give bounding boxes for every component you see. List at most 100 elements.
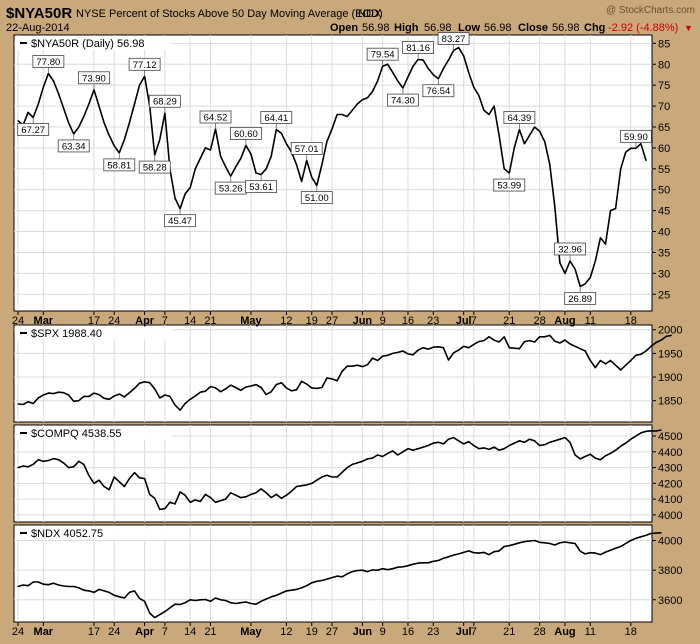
data-point (32, 463, 34, 466)
data-point (351, 463, 353, 466)
data-point (609, 452, 612, 454)
data-point (265, 393, 267, 396)
exchange-label: INDX (355, 8, 382, 20)
data-point (78, 400, 80, 402)
data-point (22, 403, 24, 406)
data-point (599, 237, 602, 239)
data-point (260, 386, 262, 389)
data-point (250, 385, 252, 387)
data-point (574, 454, 576, 456)
data-point (564, 541, 566, 543)
data-point (584, 283, 586, 285)
high-label: High (394, 22, 419, 34)
value-callout: 59.90 (619, 129, 652, 149)
x-tick-label: 21 (503, 626, 515, 638)
data-point (437, 441, 439, 443)
data-point (169, 607, 171, 609)
data-point (458, 553, 460, 555)
value-callout: 45.47 (164, 208, 196, 227)
data-point (123, 485, 125, 488)
data-point (159, 613, 161, 616)
data-point (209, 385, 212, 388)
data-point (351, 365, 353, 367)
y-tick-label: 70 (658, 101, 670, 113)
data-point (103, 590, 105, 592)
callout-label: 67.27 (21, 125, 45, 136)
data-point (518, 348, 520, 350)
data-point (640, 432, 642, 434)
callout-box (230, 127, 262, 140)
x-tick-label: Jul (456, 315, 472, 327)
y-tick-label: 40 (658, 227, 670, 239)
data-point (179, 409, 181, 411)
data-point (387, 452, 389, 454)
data-point (336, 380, 338, 382)
data-point (280, 132, 282, 134)
data-point (564, 272, 566, 274)
data-point (442, 557, 445, 559)
data-point (508, 545, 510, 547)
data-point (250, 602, 252, 605)
x-tick-label: Aug (554, 315, 575, 327)
data-point (493, 551, 495, 553)
data-point (52, 457, 55, 460)
series-line-compq (17, 429, 662, 511)
data-point (382, 568, 384, 570)
value-callout: 64.52 (199, 110, 232, 130)
y-tick-label: 3800 (658, 565, 682, 577)
data-point (387, 354, 389, 356)
data-point (615, 449, 617, 451)
callout-label: 77.80 (36, 57, 60, 68)
data-point (473, 86, 475, 88)
panel-compq: 4000 4100 4200 4300 4400 4500 $COMPQ 4538.55 (13, 424, 682, 523)
data-point (544, 444, 546, 446)
data-point (620, 445, 622, 447)
data-point (174, 503, 176, 505)
data-point (422, 562, 424, 564)
data-point (346, 466, 348, 469)
callout-label: 81.16 (406, 43, 430, 54)
callout-box (148, 94, 181, 108)
data-point (442, 67, 445, 70)
data-point (473, 444, 475, 447)
low-label: Low (458, 22, 480, 34)
data-point (407, 565, 409, 567)
data-point (640, 353, 642, 355)
data-point (498, 449, 500, 451)
data-point (412, 563, 414, 565)
y-tick-label: 30 (658, 268, 670, 280)
data-point (265, 492, 267, 494)
data-point (660, 339, 662, 341)
data-point (488, 448, 490, 451)
data-point (513, 347, 515, 349)
data-point (392, 352, 394, 354)
data-point (144, 381, 146, 383)
data-point (255, 603, 257, 605)
high-value: 56.98 (424, 22, 452, 34)
data-point (98, 588, 100, 591)
data-point (559, 542, 561, 544)
data-point (93, 392, 95, 394)
data-point (17, 120, 19, 122)
data-point (463, 443, 465, 445)
legend-label: $SPX 1988.40 (31, 328, 102, 340)
data-point (326, 474, 328, 476)
x-tick-label: 23 (427, 626, 439, 638)
callout-label: 74.30 (391, 96, 415, 107)
data-point (513, 442, 515, 444)
value-callout: 77.12 (128, 57, 161, 77)
data-point (103, 397, 105, 399)
callout-box (366, 47, 399, 61)
data-point (594, 457, 596, 459)
callout-label: 26.89 (568, 294, 592, 305)
data-point (113, 476, 115, 478)
data-point (473, 552, 475, 554)
data-point (589, 453, 591, 455)
data-point (270, 391, 272, 393)
data-point (280, 497, 282, 499)
data-point (376, 569, 379, 571)
data-point (452, 554, 455, 556)
x-tick-label: Apr (135, 315, 155, 327)
value-callout: 83.27 (437, 32, 470, 51)
